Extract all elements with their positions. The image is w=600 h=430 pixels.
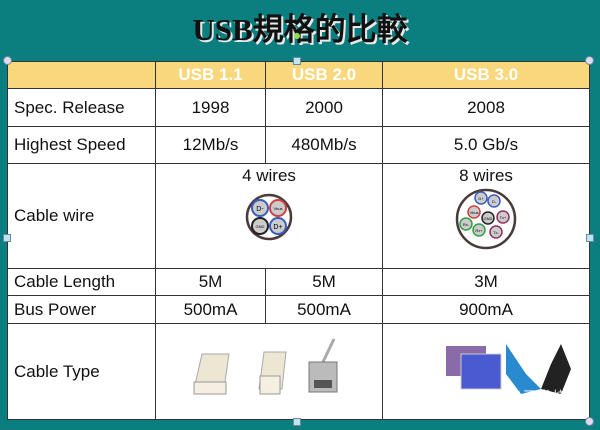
cell: 480Mb/s bbox=[265, 126, 383, 164]
selection-handle[interactable] bbox=[3, 234, 11, 242]
8-wire-cable-diagram: D+ D- Vbus GND Tx+ Rx- Rx+ Tx- bbox=[455, 188, 517, 250]
cell: 5.0 Gb/s bbox=[382, 126, 590, 164]
cell: 3M bbox=[382, 268, 590, 296]
selection-handle[interactable] bbox=[585, 56, 594, 65]
4-wire-cable-diagram: D- Vbus GND D+ bbox=[245, 193, 293, 241]
cell: 5M bbox=[155, 268, 266, 296]
wire-label: Vbus bbox=[273, 206, 282, 211]
cell: 12Mb/s bbox=[155, 126, 266, 164]
row-label: Spec. Release bbox=[7, 88, 156, 127]
usb-connectors-icon bbox=[193, 338, 338, 395]
row-label: Cable wire bbox=[7, 163, 156, 269]
cell: 500mA bbox=[265, 295, 383, 324]
header-usb11: USB 1.1 bbox=[155, 61, 266, 89]
cell: 500mA bbox=[155, 295, 266, 324]
row-label: Bus Power bbox=[7, 295, 156, 324]
row-label: Highest Speed bbox=[7, 126, 156, 164]
selection-handle[interactable] bbox=[293, 418, 301, 426]
wires-count: 4 wires bbox=[242, 166, 296, 185]
wire-label: Rx+ bbox=[475, 228, 483, 233]
slide-title: USB規格的比較 bbox=[192, 12, 408, 47]
wire-label: D- bbox=[492, 199, 497, 204]
wire-label: D+ bbox=[478, 196, 484, 201]
rotate-handle[interactable] bbox=[294, 33, 300, 39]
header-usb30: USB 3.0 bbox=[382, 61, 590, 89]
cell-4-wires: 4 wires D- Vbus GND D+ bbox=[155, 163, 383, 269]
usb3-connectors-image bbox=[382, 323, 590, 420]
header-cell bbox=[7, 61, 156, 89]
wire-label: D- bbox=[256, 206, 264, 213]
watermark-url: www.elecfans.com bbox=[499, 407, 582, 418]
wire-label: Tx+ bbox=[500, 215, 507, 220]
header-usb20: USB 2.0 bbox=[265, 61, 383, 89]
wires-count: 8 wires bbox=[459, 166, 513, 185]
cell: 900mA bbox=[382, 295, 590, 324]
cell: 2008 bbox=[382, 88, 590, 127]
usb3-connectors-icon bbox=[446, 344, 571, 394]
watermark-logo: 电子发烧友 www.elecfans.com bbox=[499, 386, 582, 418]
wire-label: Rx- bbox=[463, 222, 470, 227]
selection-handle[interactable] bbox=[293, 57, 301, 65]
cell: 2000 bbox=[265, 88, 383, 127]
table-row: Cable wire 4 wires D- Vbus GND D+ 8 wire… bbox=[7, 163, 590, 269]
wire-label: GND bbox=[256, 224, 265, 229]
header-row: USB 1.1 USB 2.0 USB 3.0 bbox=[7, 61, 590, 89]
selection-handle[interactable] bbox=[586, 234, 594, 242]
wire-label: Tx- bbox=[493, 230, 499, 235]
selection-handle[interactable] bbox=[3, 56, 12, 65]
cell: 1998 bbox=[155, 88, 266, 127]
usb-comparison-table: USB 1.1 USB 2.0 USB 3.0 Spec. Release 19… bbox=[7, 61, 590, 420]
cell: 5M bbox=[265, 268, 383, 296]
table-row: Cable Length 5M 5M 3M bbox=[7, 268, 590, 296]
watermark-name: 电子发烧友 bbox=[506, 389, 582, 406]
cell-8-wires: 8 wires D+ D- Vbus GND Tx+ Rx- Rx+ Tx- bbox=[382, 163, 590, 269]
wire-label: GND bbox=[484, 216, 493, 221]
table-row: Cable Type bbox=[7, 323, 590, 420]
wire-label: D+ bbox=[273, 224, 282, 231]
selection-handle[interactable] bbox=[585, 417, 594, 426]
table-row: Bus Power 500mA 500mA 900mA bbox=[7, 295, 590, 324]
row-label: Cable Type bbox=[7, 323, 156, 420]
table-row: Spec. Release 1998 2000 2008 bbox=[7, 88, 590, 127]
table-row: Highest Speed 12Mb/s 480Mb/s 5.0 Gb/s bbox=[7, 126, 590, 164]
wire-label: Vbus bbox=[469, 210, 478, 215]
row-label: Cable Length bbox=[7, 268, 156, 296]
usb2-connectors-image bbox=[155, 323, 383, 420]
